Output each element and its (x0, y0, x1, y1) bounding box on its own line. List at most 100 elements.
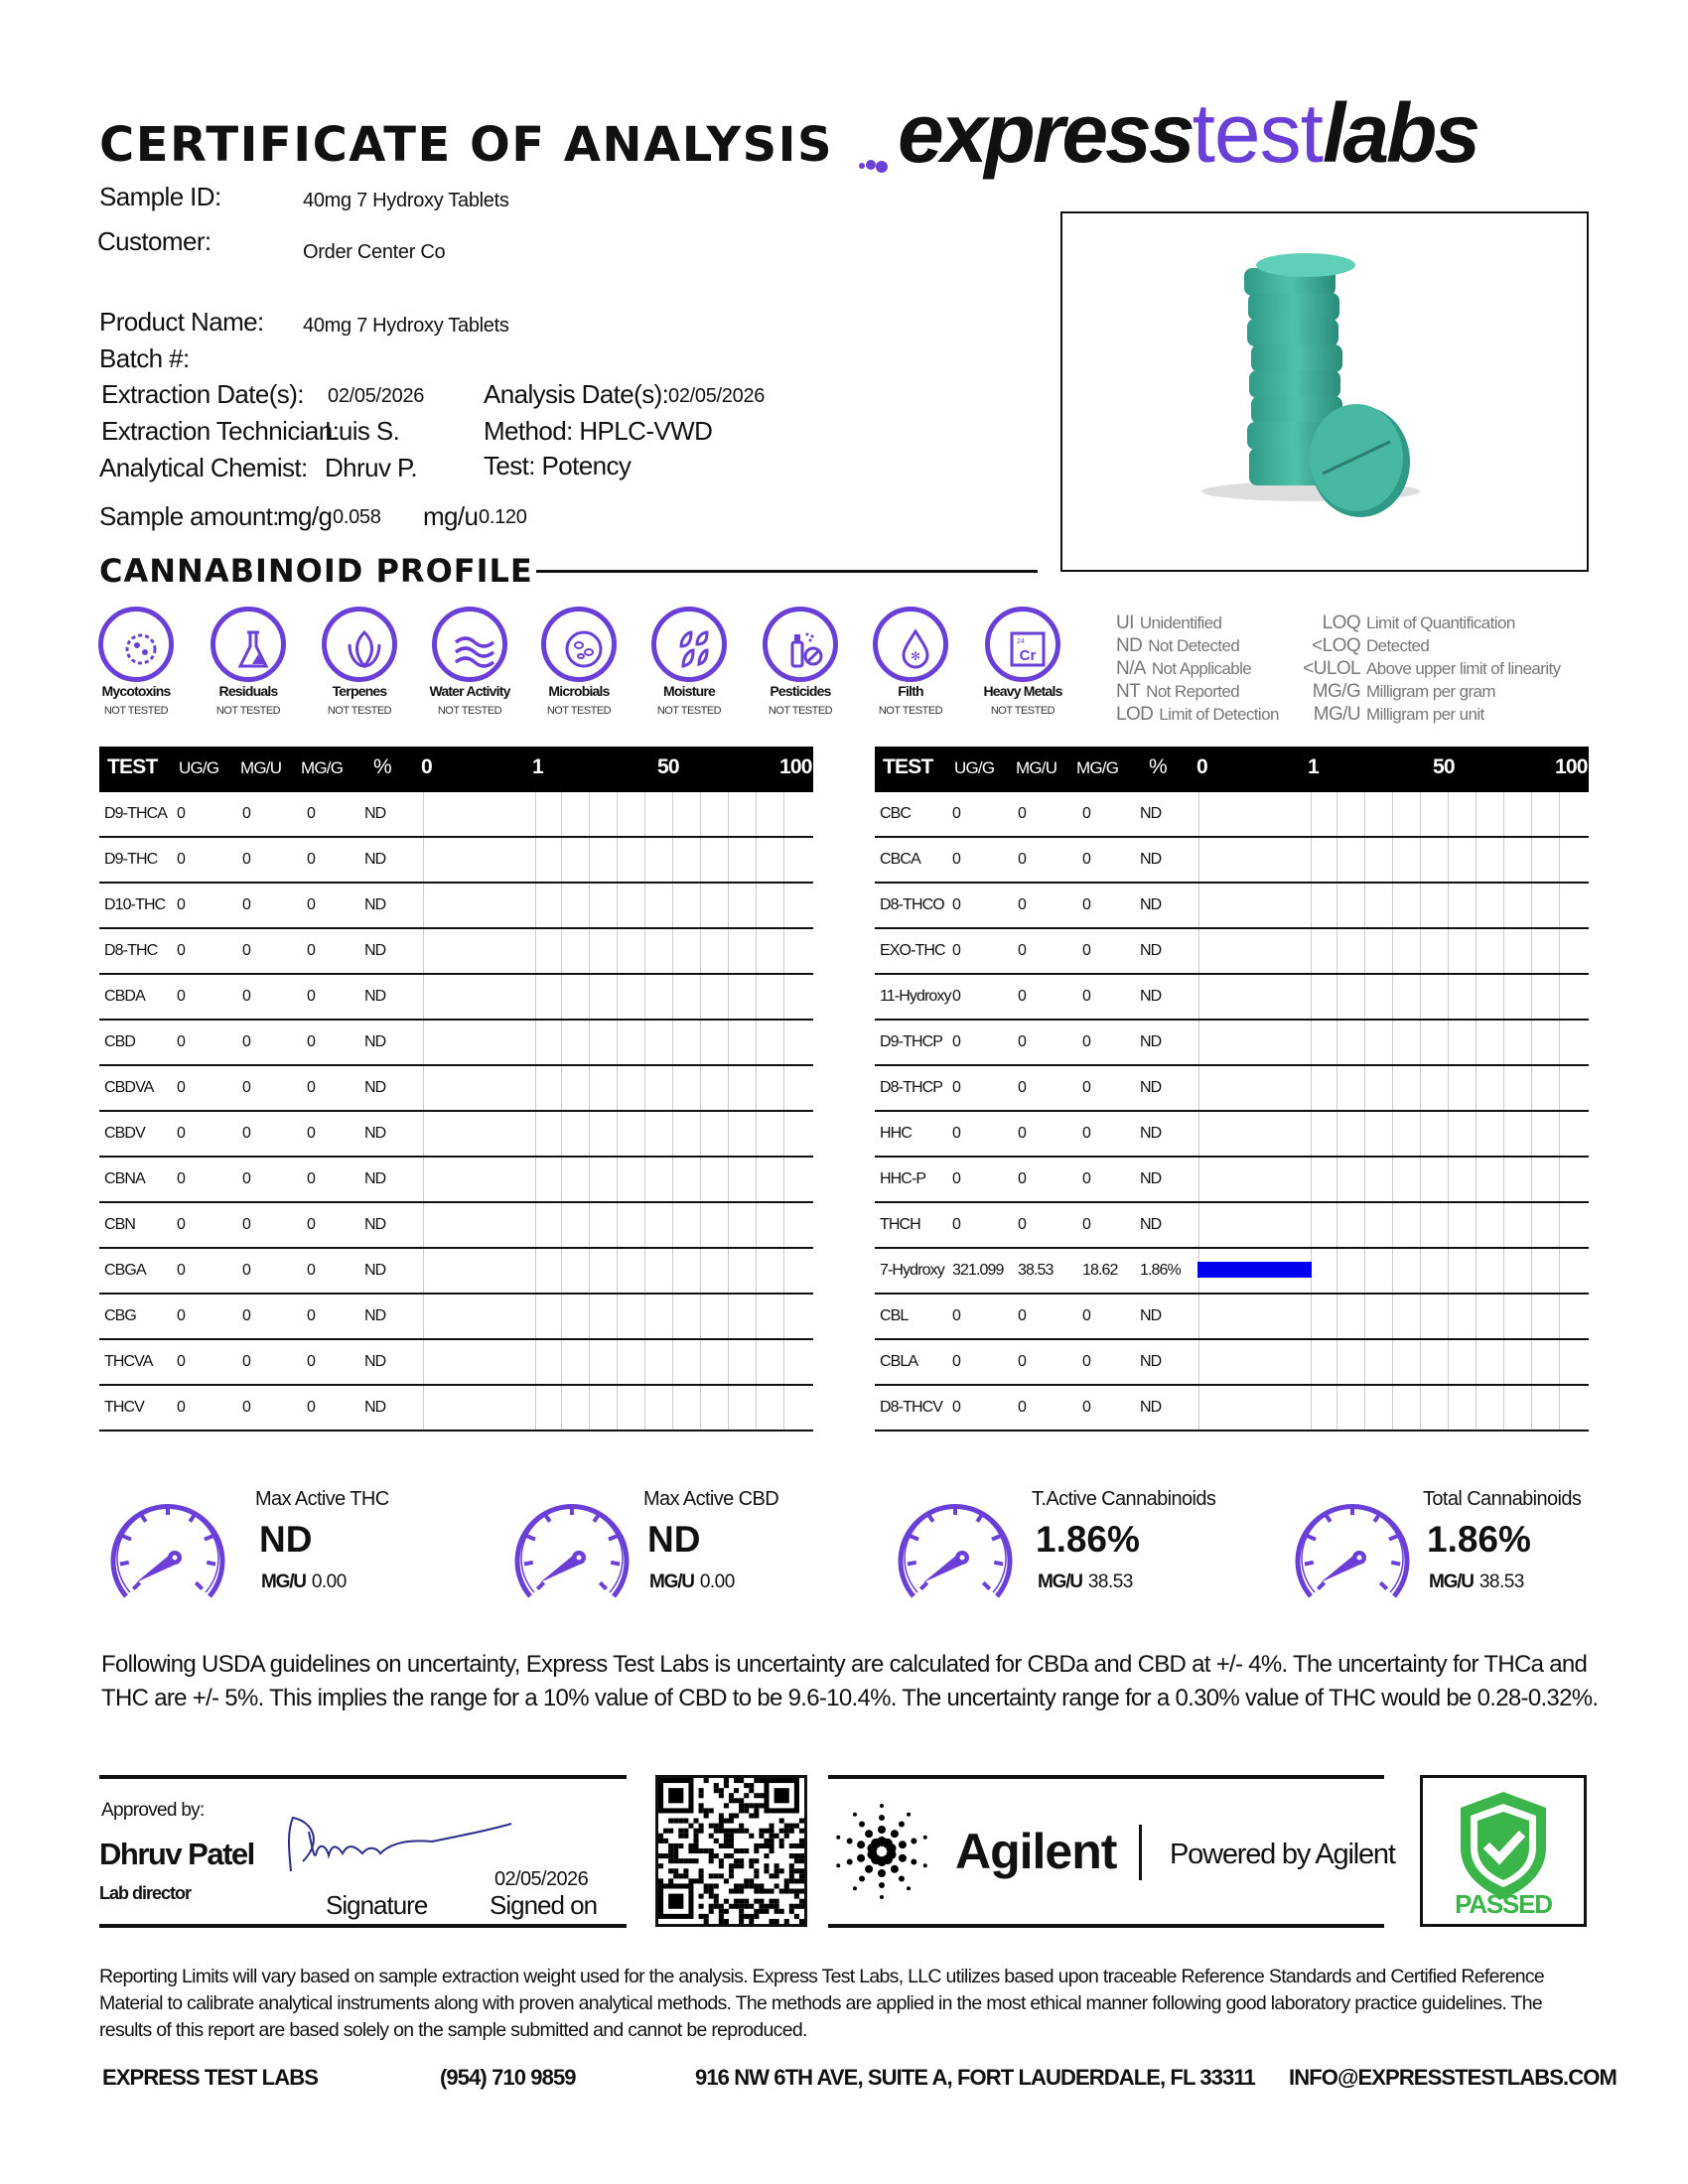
percent: ND (364, 1353, 386, 1370)
ug-g: 0 (952, 1033, 961, 1050)
percent: ND (364, 896, 386, 913)
spray-icon (763, 607, 838, 682)
result-bar (1197, 1262, 1313, 1278)
mg-u: 0 (242, 1079, 251, 1096)
ug-g: 0 (952, 1216, 961, 1233)
shield-check-icon (1461, 1792, 1546, 1899)
column-header: MG/G (301, 758, 344, 777)
mg-g: 0 (307, 1307, 316, 1324)
analyte-name: HHC (880, 1125, 913, 1142)
table-row: CBCA 0 0 0 ND (875, 838, 1589, 884)
divider (99, 1775, 627, 1779)
table-row: CBL 0 0 0 ND (875, 1295, 1589, 1340)
test-name: Filth (898, 683, 923, 699)
customer-label: Customer: (97, 226, 211, 256)
test-type: Test: Potency (484, 451, 632, 480)
footer-email[interactable]: INFO@EXPRESSTESTLABS.COM (1289, 2065, 1618, 2090)
percent: ND (364, 851, 386, 868)
logo-dots-icon (858, 101, 888, 173)
product-image (1060, 211, 1589, 572)
grid-line (1476, 792, 1477, 1432)
passed-badge: PASSED (1420, 1775, 1587, 1927)
unit-label: MG/U (261, 1571, 307, 1592)
signature-image (283, 1812, 521, 1886)
percent: ND (364, 1216, 386, 1233)
percent: ND (364, 1170, 386, 1187)
mg-g: 0 (1082, 1033, 1091, 1050)
ug-g: 0 (952, 1353, 961, 1370)
chromium-icon: 24 Cr (985, 607, 1060, 682)
mg-u: 0 (242, 896, 251, 913)
mg-g: 0 (1082, 1353, 1091, 1370)
passed-label: PASSED (1455, 1889, 1553, 1919)
percent: ND (1140, 1353, 1162, 1370)
test-status: NOT TESTED (656, 705, 722, 717)
legend-item: UI Unidentified (1116, 613, 1222, 634)
percent: ND (1140, 1170, 1162, 1187)
percent: 1.86% (1140, 1262, 1182, 1279)
legend-text: Not Reported (1146, 682, 1240, 701)
percent: ND (364, 1307, 386, 1324)
table-row: CBNA 0 0 0 ND (99, 1158, 813, 1203)
analyte-name: CBNA (104, 1170, 146, 1187)
table-row: D8-THCP 0 0 0 ND (875, 1066, 1589, 1112)
qr-code[interactable] (655, 1775, 807, 1927)
analyte-name: THCVA (104, 1353, 153, 1370)
legend-abbr: MG/G (1312, 681, 1361, 702)
sample-amount-label: Sample amount: (99, 501, 280, 531)
mg-u: 0 (242, 1170, 251, 1187)
analyte-name: D10-THC (104, 896, 166, 913)
mg-u: 0 (242, 988, 251, 1005)
logo: expresstestlabs (859, 85, 1480, 182)
petri-icon (541, 607, 617, 682)
percent: ND (1140, 1125, 1162, 1142)
reporting-limits-note: Reporting Limits will vary based on samp… (99, 1966, 1545, 2041)
extraction-date-label: Extraction Date(s): (101, 379, 304, 409)
test-name: Heavy Metals (983, 683, 1062, 699)
legend-item: MG/U Milligram per unit (1297, 704, 1484, 726)
legend-abbr: LOD (1116, 704, 1154, 725)
legend-text: Limit of Quantification (1366, 614, 1515, 632)
mg-u: 0 (1018, 1307, 1027, 1324)
column-header: % (373, 755, 392, 778)
table-row: CBG 0 0 0 ND (99, 1295, 813, 1340)
approver-name: Dhruv Patel (99, 1837, 255, 1871)
mg-g: 0 (307, 1033, 316, 1050)
signature-label: Signature (326, 1890, 428, 1920)
summary-value: ND (647, 1519, 701, 1560)
legend-text: Not Detected (1148, 636, 1240, 655)
unit-label: MG/U (1038, 1571, 1083, 1592)
ug-g: 0 (952, 1125, 961, 1142)
legend-abbr: N/A (1116, 658, 1146, 679)
mg-u: 0 (242, 851, 251, 868)
column-header: 1 (532, 755, 544, 778)
test-name: Mycotoxins (101, 683, 171, 699)
technician-label: Extraction Technician: (101, 416, 340, 446)
ug-g: 0 (952, 1307, 961, 1324)
test-name: Moisture (663, 683, 716, 699)
table-row: D9-THC 0 0 0 ND (99, 838, 813, 884)
percent: ND (364, 1079, 386, 1096)
grid-line (1311, 792, 1312, 1432)
unit-value: 38.53 (1087, 1571, 1134, 1592)
percent: ND (364, 1033, 386, 1050)
percent: ND (364, 1125, 386, 1142)
legend-text: Not Applicable (1151, 659, 1252, 678)
grid-line (423, 792, 424, 1432)
test-status: NOT TESTED (103, 705, 169, 717)
mycotoxin-icon (98, 607, 174, 682)
agilent-logo-icon (827, 1795, 936, 1914)
ug-g: 0 (177, 1307, 186, 1324)
percent: ND (364, 1262, 386, 1279)
legend-text: Above upper limit of linearity (1366, 659, 1561, 678)
mg-g: 0 (1082, 896, 1091, 913)
mg-g: 0 (307, 1399, 316, 1416)
analyte-name: CBGA (104, 1262, 147, 1279)
column-header: 1 (1308, 755, 1320, 778)
method: Method: HPLC-VWD (484, 416, 713, 446)
left-table-header: TEST UG/G MG/U MG/G% 0 1 50 100 (99, 747, 813, 792)
mg-g: 0 (1082, 1307, 1091, 1324)
table-row: D10-THC 0 0 0 ND (99, 884, 813, 929)
droplets-icon (651, 607, 727, 682)
footer-phone[interactable]: (954) 710 9859 (440, 2065, 577, 2090)
